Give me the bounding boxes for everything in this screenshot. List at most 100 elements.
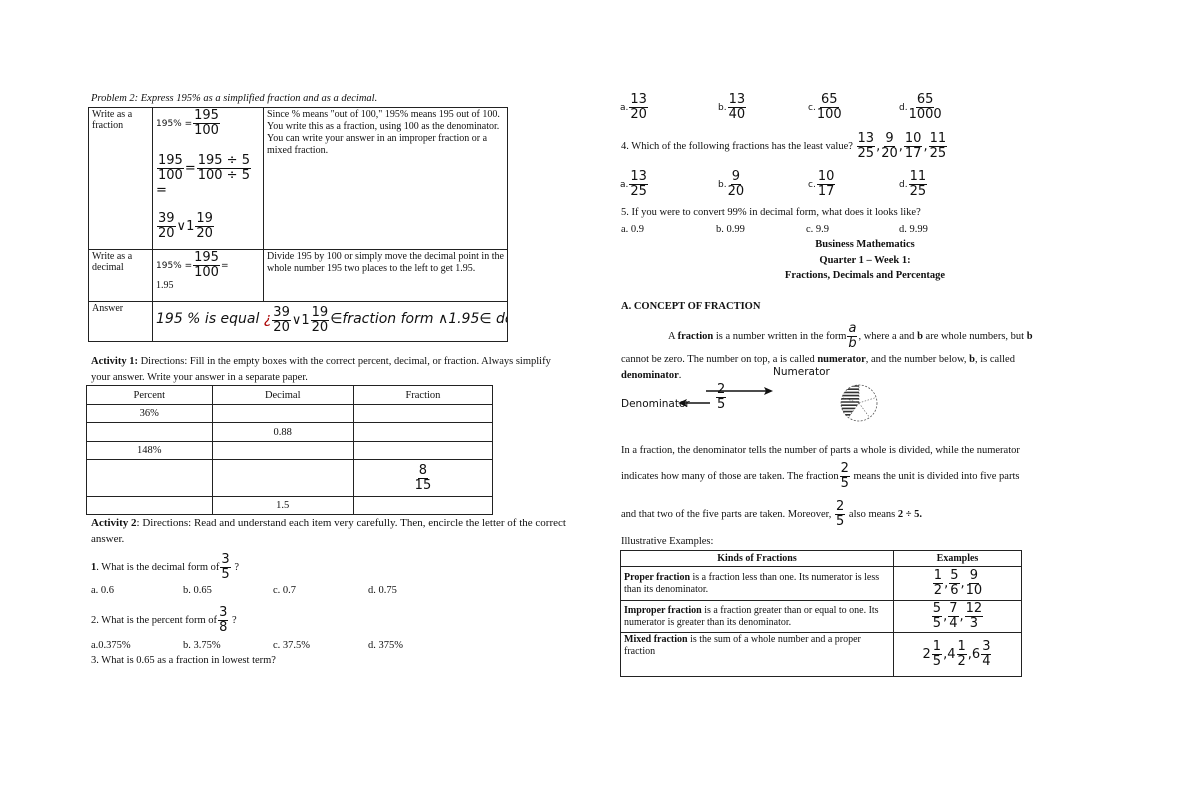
activity2-directions: Activity 2: Directions: Read and underst… [91, 515, 571, 547]
cell[interactable] [211, 404, 354, 423]
comma: , [959, 609, 964, 624]
denominator: b [848, 336, 857, 351]
denominator: 4 [982, 654, 991, 669]
t: , and the number below, [865, 354, 970, 365]
fraction-stack: 195 100 [157, 154, 184, 183]
option-c[interactable]: c. 65 100 [808, 93, 843, 122]
denominator: 100 [158, 168, 183, 183]
cell[interactable]: 0.88 [211, 422, 354, 442]
t: 2 ÷ 5. [897, 508, 923, 520]
fraction-stack: 19 20 [310, 306, 330, 335]
directions-text: : Directions: Read and understand each i… [91, 517, 566, 545]
cell[interactable] [211, 441, 354, 460]
cell[interactable]: 8 15 [352, 459, 494, 497]
option-a[interactable]: a. 0.9 [621, 224, 645, 235]
denominator: 100 [194, 265, 219, 280]
cell[interactable] [352, 496, 494, 515]
whole-number: 2 [922, 647, 931, 662]
denominator: 17 [817, 184, 835, 199]
t: , where a and [858, 330, 918, 342]
option-d[interactable]: d. 9.99 [899, 224, 928, 235]
option-a[interactable]: a. 0.6 [91, 585, 115, 596]
cell[interactable]: 36% [86, 404, 213, 423]
q-end: ? [231, 561, 239, 573]
option-c[interactable]: c. 0.7 [273, 585, 297, 596]
denominator: 5 [932, 616, 942, 631]
denominator: 20 [158, 226, 175, 241]
numerator: 12 [964, 601, 984, 617]
option-a[interactable]: a. 13 20 [620, 93, 649, 122]
numerator: 19 [195, 211, 214, 227]
numerator: 3 [218, 605, 229, 621]
decimal-result: 1.95 [156, 280, 174, 291]
numerator: 13 [629, 169, 648, 185]
opt-letter: a. [620, 179, 629, 190]
numerator: 9 [730, 169, 741, 185]
opt-letter: d. [899, 102, 908, 113]
fraction-stack: 65 100 [817, 93, 842, 122]
fraction: 11 25 [908, 170, 929, 199]
section-heading: A. CONCEPT OF FRACTION [621, 301, 761, 312]
t: A [668, 330, 678, 342]
whole-number: 1 [186, 219, 195, 234]
option-a[interactable]: a. 13 25 [620, 170, 649, 199]
option-b[interactable]: b. 0.99 [716, 224, 745, 235]
opt-letter: c. [808, 179, 816, 190]
cell[interactable] [86, 422, 213, 442]
fraction: 9 20 [880, 132, 899, 161]
option-d[interactable]: d. 375% [368, 640, 403, 651]
fraction: 13 20 [628, 93, 649, 122]
t: means the unit is divided into five part… [850, 470, 1020, 482]
pie-diagram [840, 384, 878, 422]
numerator: 1 [931, 639, 943, 655]
cell[interactable] [352, 422, 494, 442]
numerator-label: Numerator [773, 366, 830, 378]
option-b[interactable]: b. 13 40 [718, 93, 747, 122]
fraction-stack: 13 25 [856, 132, 876, 161]
numerator: 10 [816, 169, 836, 185]
t: also means [846, 508, 898, 520]
denominator: 10 [965, 583, 983, 598]
t: are whole numbers, but [922, 330, 1027, 342]
fraction-stack: 65 1000 [909, 93, 942, 122]
option-d[interactable]: d. 11 25 [899, 170, 928, 199]
option-d[interactable]: d. 65 1000 [899, 93, 943, 122]
option-b[interactable]: b. 0.65 [183, 585, 212, 596]
option-b[interactable]: b. 9 20 [718, 170, 745, 199]
numerator: 9 [968, 568, 980, 584]
numerator: 7 [948, 601, 959, 617]
option-c[interactable]: c. 9.9 [806, 224, 830, 235]
fraction-stack: 12 3 [964, 601, 984, 631]
cell[interactable]: 1.5 [211, 496, 354, 515]
fraction: 1 19 20 [186, 212, 215, 241]
activity2-label: Activity 2 [91, 517, 137, 529]
cell[interactable] [352, 441, 494, 460]
denominator: 4 [949, 616, 958, 631]
cell[interactable] [86, 496, 213, 515]
opt-letter: c. [808, 102, 816, 113]
quarter-title: Quarter 1 – Week 1: [819, 255, 911, 266]
option-d[interactable]: d. 0.75 [368, 585, 397, 596]
fraction: 195 100 [192, 109, 221, 138]
option-b[interactable]: b. 3.75% [183, 640, 221, 651]
numerator: 39 [272, 305, 291, 321]
cell[interactable]: 148% [86, 441, 213, 460]
option-a[interactable]: a.0.375% [91, 640, 131, 651]
row-label: Write as a decimal [88, 249, 153, 302]
cell[interactable] [211, 459, 354, 497]
paragraph-2: cannot be zero. The number on top, a is … [621, 354, 1015, 365]
option-c[interactable]: c. 10 17 [808, 170, 836, 199]
answer-text: 195 % is equal [156, 310, 264, 327]
cell[interactable] [352, 404, 494, 423]
fraction-stack: 195 ÷ 5 100 ÷ 5 [196, 153, 251, 183]
option-c[interactable]: c. 37.5% [273, 640, 311, 651]
whole-number: 6 [971, 647, 981, 662]
cell[interactable] [86, 459, 213, 497]
numerator: 195 ÷ 5 [196, 153, 251, 169]
row-label: Answer [88, 301, 153, 342]
